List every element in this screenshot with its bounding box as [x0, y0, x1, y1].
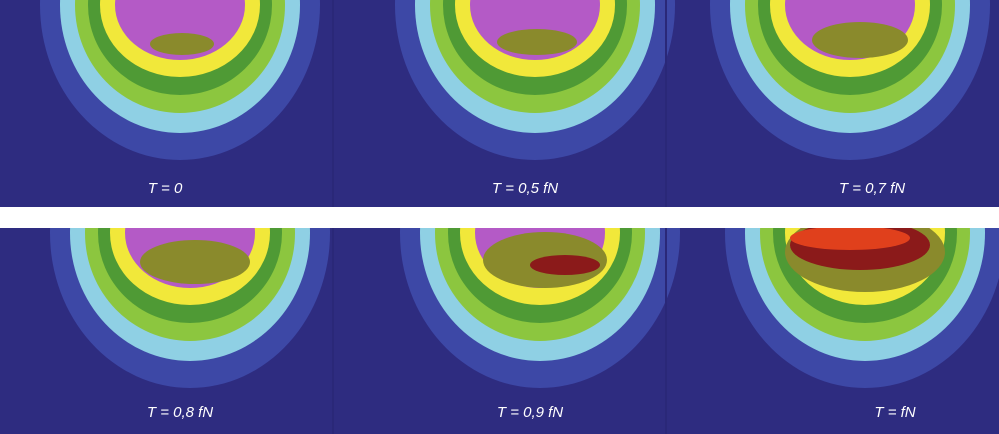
top-row — [0, 0, 999, 207]
bottom-row — [0, 228, 999, 434]
panel-label: T = 0,7 fN — [839, 180, 905, 197]
panel-label: T = fN — [874, 404, 915, 421]
panel-label: T = 0 — [148, 180, 183, 197]
panel-label: T = 0,5 fN — [492, 180, 558, 197]
panel-label: T = 0,9 fN — [497, 404, 563, 421]
panel-label: T = 0,8 fN — [147, 404, 213, 421]
